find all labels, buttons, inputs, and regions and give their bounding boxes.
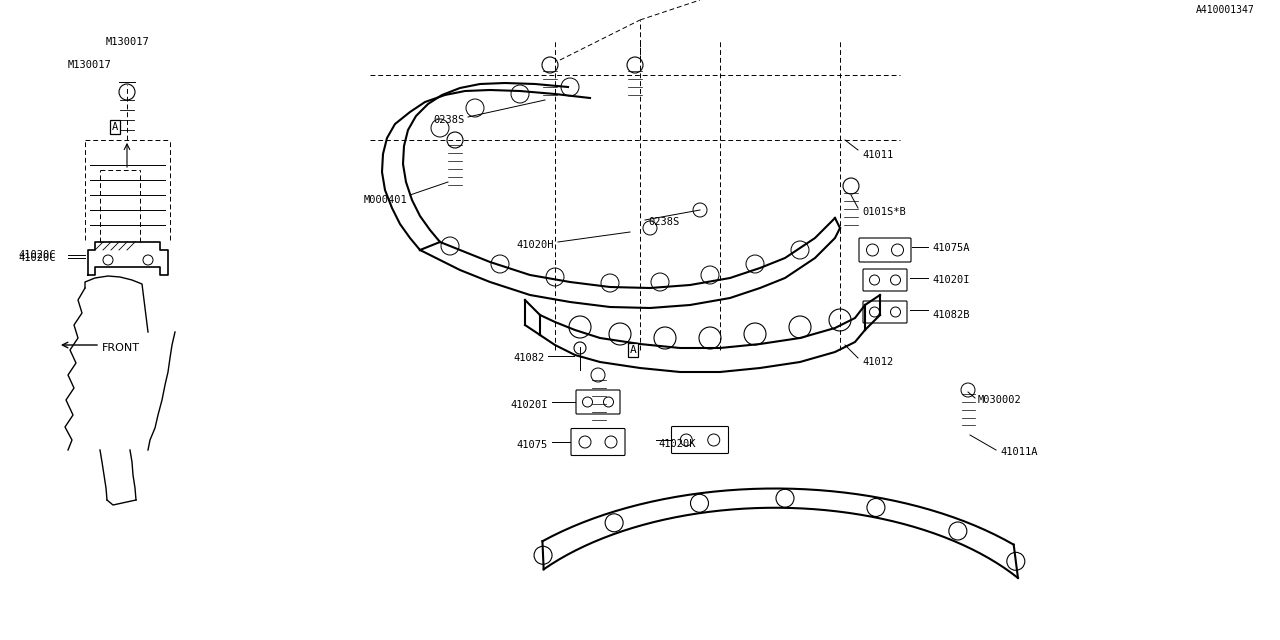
Text: 41020C: 41020C — [18, 250, 55, 260]
Text: 0238S: 0238S — [648, 217, 680, 227]
FancyBboxPatch shape — [672, 426, 728, 454]
FancyBboxPatch shape — [571, 429, 625, 456]
FancyBboxPatch shape — [863, 269, 908, 291]
Text: M030002: M030002 — [978, 395, 1021, 405]
Text: 41020I: 41020I — [932, 275, 969, 285]
Text: 41020K: 41020K — [658, 439, 695, 449]
FancyBboxPatch shape — [863, 301, 908, 323]
Text: A410001347: A410001347 — [1197, 5, 1254, 15]
FancyBboxPatch shape — [576, 390, 620, 414]
Text: 41012: 41012 — [861, 357, 893, 367]
Text: 41020H: 41020H — [517, 240, 554, 250]
Text: FRONT: FRONT — [102, 343, 140, 353]
Text: 41075A: 41075A — [932, 243, 969, 253]
Text: 41082B: 41082B — [932, 310, 969, 320]
Text: 41082: 41082 — [513, 353, 545, 363]
Text: 41011: 41011 — [861, 150, 893, 160]
FancyBboxPatch shape — [859, 238, 911, 262]
Text: 41020I: 41020I — [511, 400, 548, 410]
Text: A: A — [111, 122, 118, 132]
Text: M130017: M130017 — [68, 60, 111, 70]
Text: 41020C: 41020C — [18, 253, 55, 263]
Text: 41075: 41075 — [517, 440, 548, 450]
Text: 0238S: 0238S — [434, 115, 465, 125]
Text: 41011A: 41011A — [1000, 447, 1038, 457]
Text: M130017: M130017 — [105, 37, 148, 47]
Text: M000401: M000401 — [364, 195, 407, 205]
Text: A: A — [630, 345, 636, 355]
Text: 0101S*B: 0101S*B — [861, 207, 906, 217]
